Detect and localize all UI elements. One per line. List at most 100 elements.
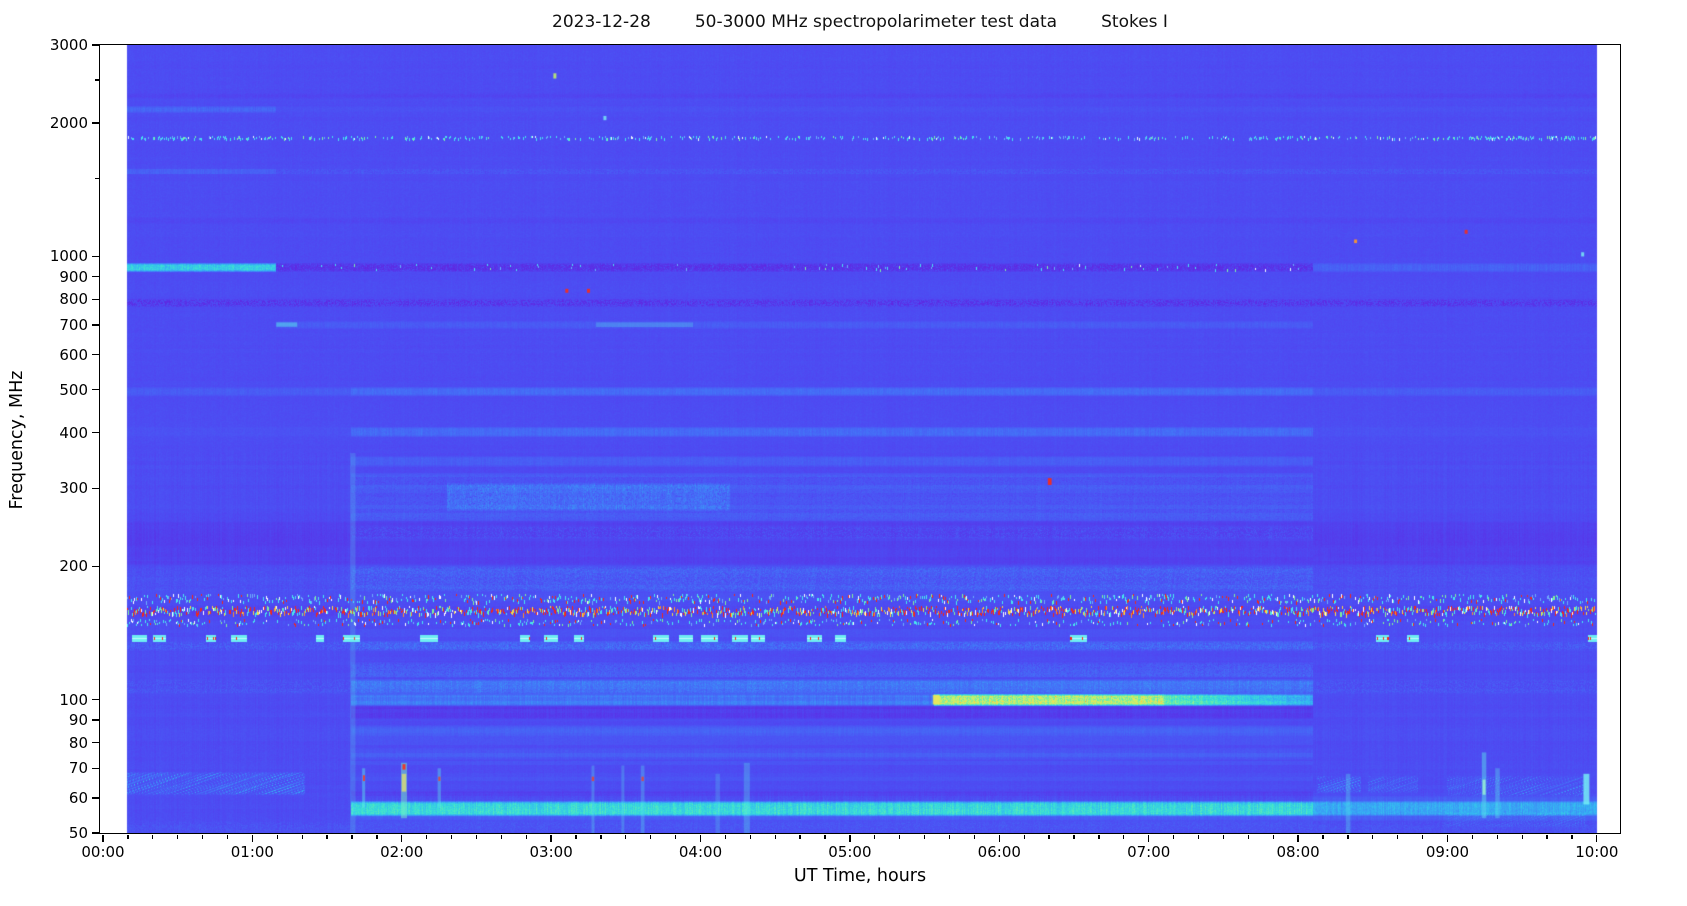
y-minor-tick	[95, 79, 99, 81]
x-minor-tick	[774, 835, 776, 839]
x-tick	[550, 835, 552, 842]
x-tick	[251, 835, 254, 842]
x-minor-tick	[1222, 835, 1225, 839]
x-tick	[1446, 835, 1449, 842]
x-minor-tick	[575, 835, 577, 839]
y-tick	[92, 276, 99, 278]
x-minor-tick	[152, 835, 154, 839]
y-tick	[92, 255, 99, 258]
y-minor-tick	[95, 177, 99, 180]
x-minor-tick	[1197, 835, 1200, 839]
x-tick	[102, 835, 104, 842]
y-tick	[92, 698, 99, 701]
x-tick	[1148, 835, 1150, 842]
x-tick-label: 01:00	[230, 843, 274, 861]
x-minor-tick	[450, 835, 453, 839]
y-tick	[92, 797, 99, 799]
y-tick-label: 400	[59, 423, 88, 442]
x-minor-tick	[1521, 835, 1523, 839]
x-minor-tick	[525, 835, 527, 839]
x-minor-tick	[1123, 835, 1125, 839]
y-tick-label: 200	[59, 557, 88, 576]
x-minor-tick	[1098, 835, 1100, 839]
x-minor-tick	[351, 835, 353, 839]
x-minor-tick	[177, 835, 179, 839]
x-minor-tick	[127, 835, 129, 839]
x-tick-label: 09:00	[1425, 843, 1470, 861]
x-minor-tick	[899, 835, 901, 839]
y-tick-label: 70	[68, 759, 88, 778]
x-minor-tick	[799, 835, 801, 839]
x-minor-tick	[1272, 835, 1274, 839]
x-minor-tick	[674, 835, 677, 839]
x-minor-tick	[650, 835, 652, 839]
y-tick-label: 600	[59, 345, 88, 364]
x-tick-label: 10:00	[1575, 843, 1619, 861]
y-tick-label: 2000	[49, 114, 88, 133]
y-tick-label: 80	[68, 733, 88, 752]
x-minor-tick	[749, 835, 751, 839]
spectrogram-heatmap	[100, 45, 1620, 833]
x-tick-label: 06:00	[977, 843, 1021, 861]
y-tick	[92, 741, 99, 744]
x-minor-tick	[1172, 835, 1175, 839]
title-date: 2023-12-28	[552, 12, 651, 32]
y-tick	[92, 389, 99, 391]
x-minor-tick	[973, 835, 976, 839]
y-tick	[92, 324, 99, 326]
y-tick-label: 700	[59, 316, 88, 335]
y-tick-label: 500	[59, 380, 88, 399]
y-tick-label: 60	[68, 788, 88, 807]
x-minor-tick	[1571, 835, 1573, 839]
x-tick-label: 03:00	[529, 843, 573, 861]
x-minor-tick	[326, 835, 328, 839]
y-tick	[92, 487, 99, 489]
y-tick	[92, 432, 99, 434]
y-tick-label: 800	[59, 290, 88, 309]
x-minor-tick	[1048, 835, 1050, 839]
x-minor-tick	[301, 835, 303, 839]
x-tick-label: 02:00	[380, 843, 424, 861]
x-minor-tick	[1023, 835, 1025, 839]
x-tick	[1596, 835, 1598, 842]
x-minor-tick	[1347, 835, 1349, 839]
x-tick	[998, 835, 1000, 842]
y-axis-label: Frequency, MHz	[7, 370, 27, 510]
x-minor-tick	[824, 835, 826, 839]
x-tick	[1297, 835, 1299, 842]
x-tick-label: 05:00	[828, 843, 872, 861]
y-tick	[92, 122, 99, 124]
plot-title: 2023-12-28 50-3000 MHz spectropolarimeter…	[100, 12, 1620, 32]
y-tick-label: 100	[59, 690, 88, 709]
x-minor-tick	[1496, 835, 1498, 839]
y-tick-label: 300	[59, 479, 88, 498]
x-minor-tick	[625, 835, 627, 839]
y-tick-label: 50	[68, 824, 88, 842]
x-tick-label: 07:00	[1127, 843, 1171, 861]
y-tick	[92, 354, 99, 356]
x-axis-label: UT Time, hours	[793, 866, 927, 886]
title-stokes-label: Stokes I	[1101, 12, 1168, 32]
x-minor-tick	[1397, 835, 1399, 839]
x-tick-label: 00:00	[81, 843, 125, 861]
x-minor-tick	[874, 835, 876, 839]
x-minor-tick	[724, 835, 727, 839]
x-minor-tick	[1073, 835, 1075, 839]
x-minor-tick	[1372, 835, 1374, 839]
y-tick	[92, 719, 99, 721]
x-minor-tick	[475, 835, 478, 839]
y-tick	[92, 767, 99, 769]
y-tick	[92, 565, 99, 567]
x-minor-tick	[1247, 835, 1249, 839]
y-tick-label: 3000	[49, 36, 88, 54]
y-tick-label: 900	[59, 267, 88, 286]
x-minor-tick	[376, 835, 378, 839]
x-minor-tick	[923, 835, 926, 839]
title-text: 50-3000 MHz spectropolarimeter test data	[694, 12, 1058, 32]
y-tick	[92, 832, 99, 834]
x-minor-tick	[1546, 835, 1548, 839]
x-minor-tick	[226, 835, 229, 839]
y-tick-label: 90	[68, 710, 88, 729]
x-minor-tick	[426, 835, 428, 839]
